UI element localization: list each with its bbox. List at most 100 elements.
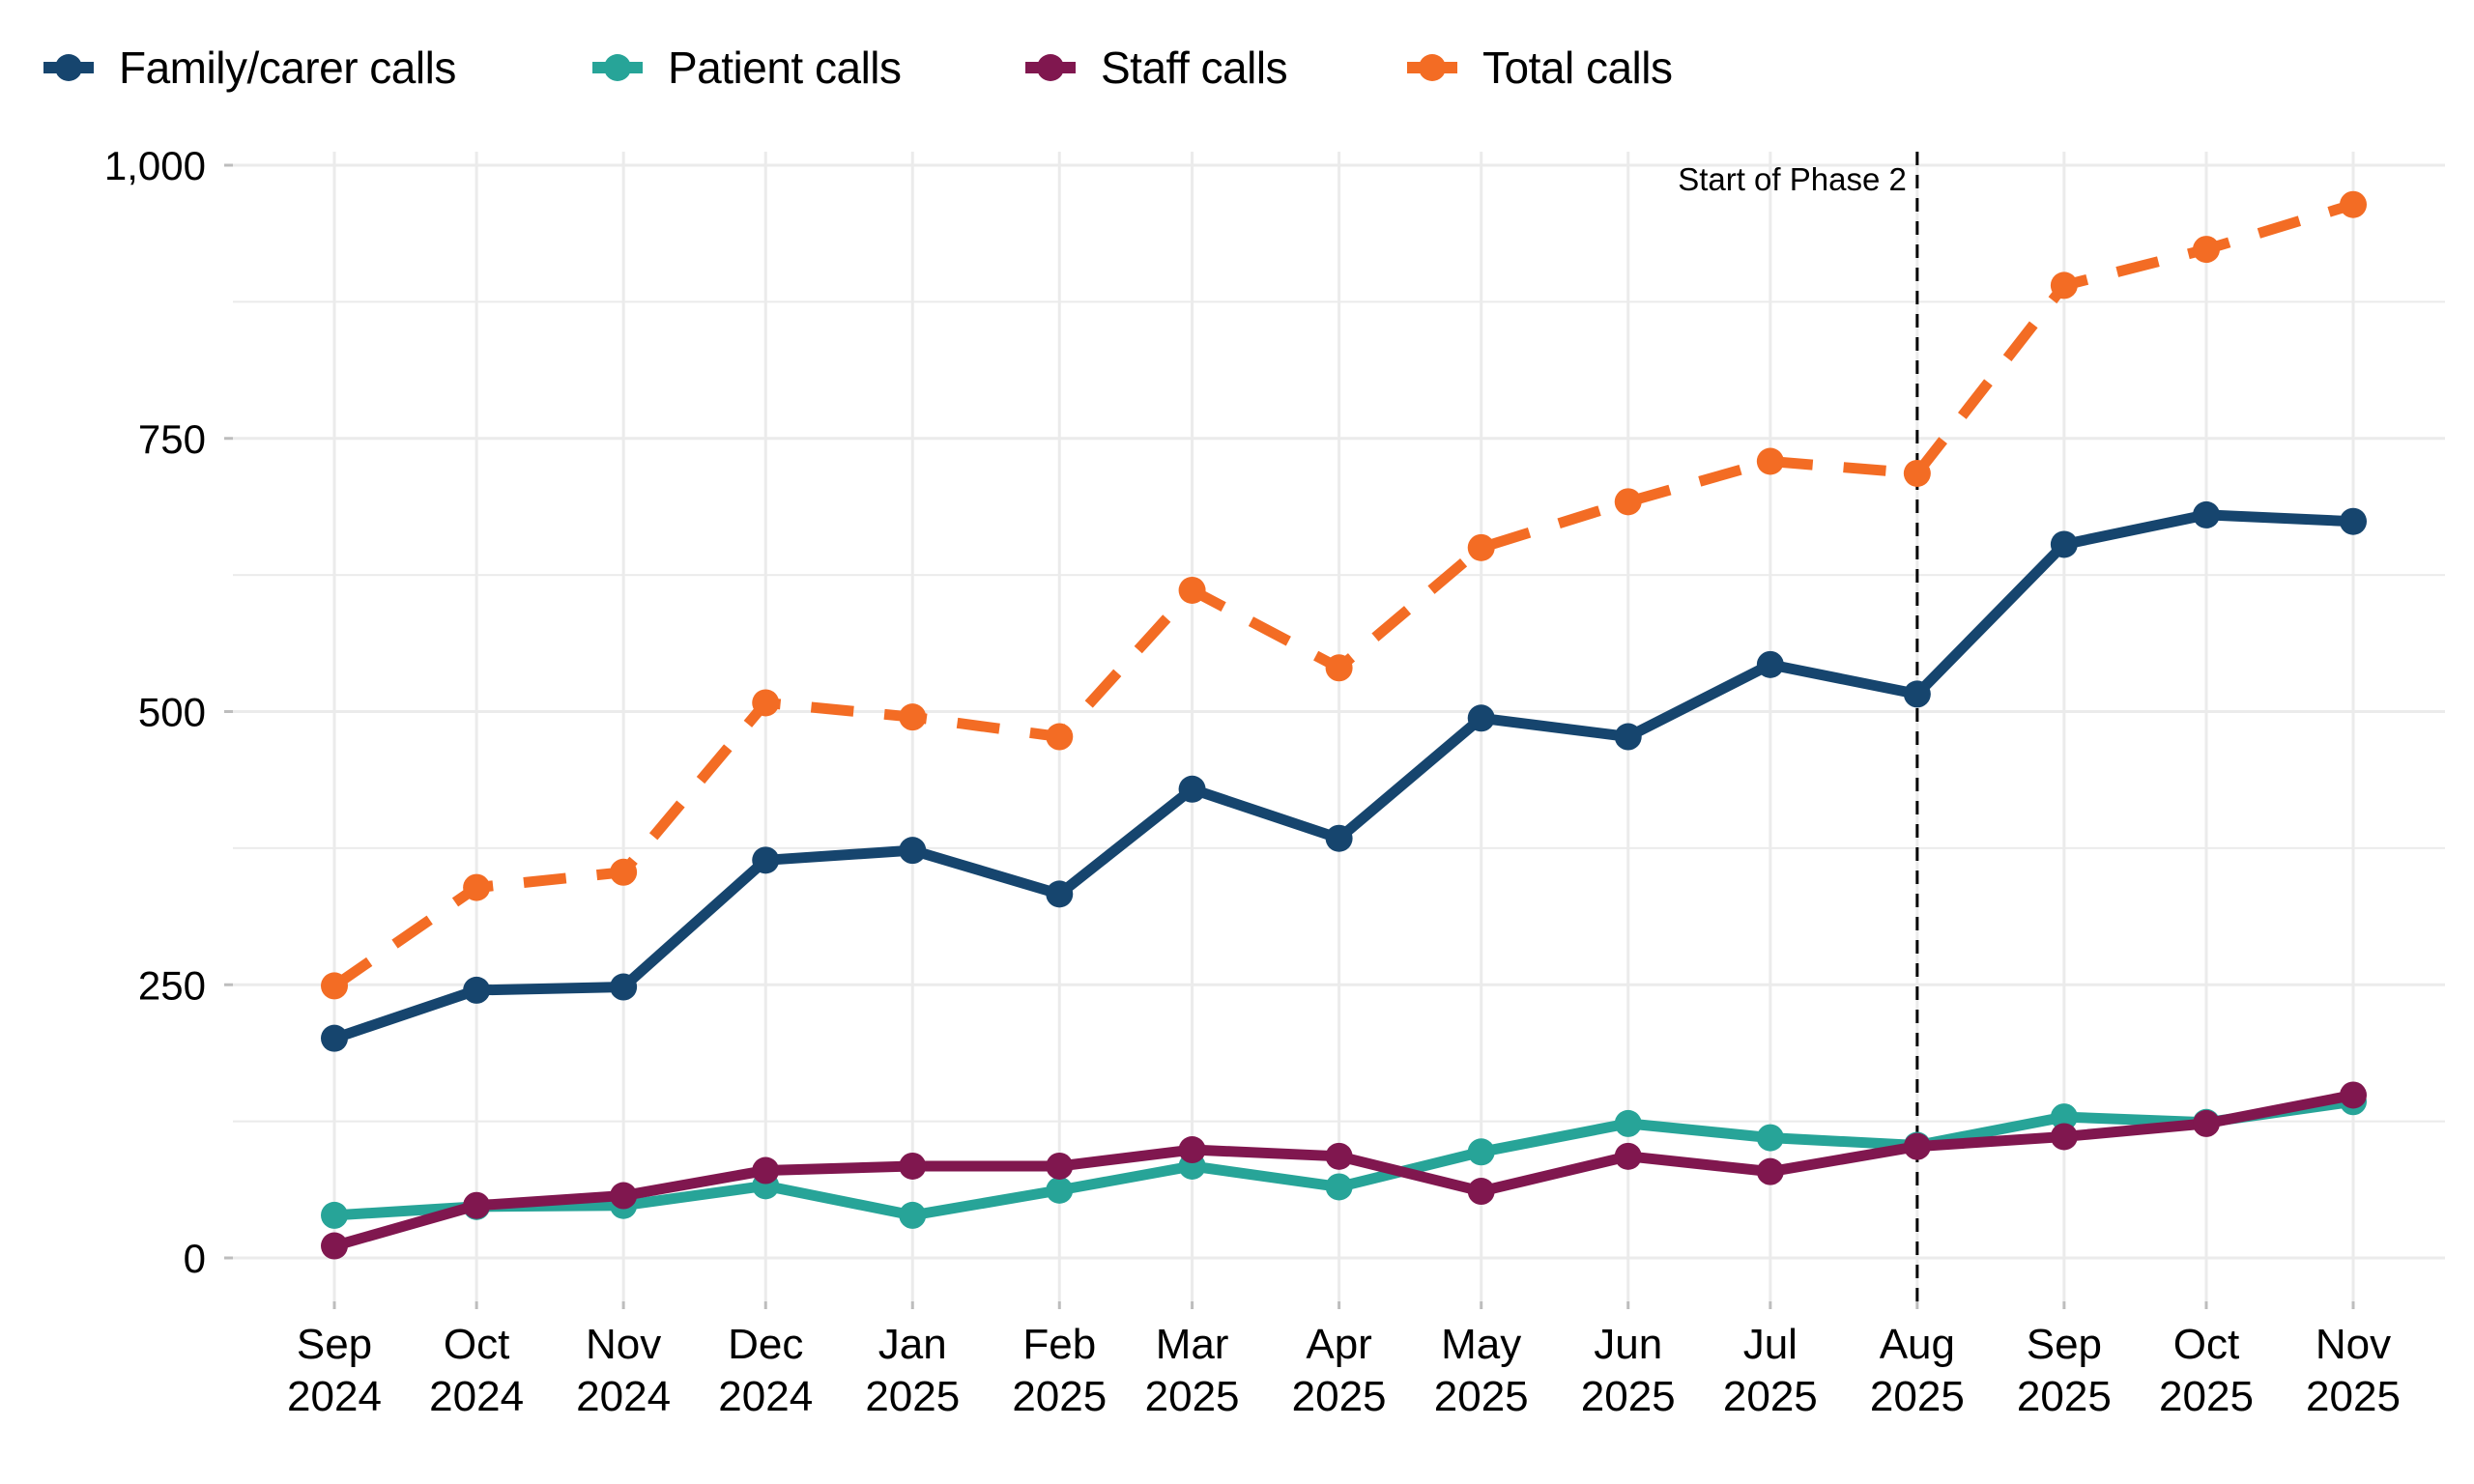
x-tick-label-year: 2024 xyxy=(287,1373,382,1420)
x-tick-label-month: Sep xyxy=(2027,1321,2102,1368)
data-point-patient xyxy=(899,1201,927,1229)
data-point-total xyxy=(899,703,927,731)
x-tick-label-month: Dec xyxy=(728,1321,803,1368)
y-axis: 0 250 500 750 1,000 xyxy=(104,143,233,1281)
x-tick-label-year: 2025 xyxy=(1581,1373,1676,1420)
x-tick-label-month: Feb xyxy=(1022,1321,1096,1368)
data-point-total xyxy=(463,873,491,901)
series-layer xyxy=(321,190,2367,1260)
y-tick-label: 750 xyxy=(138,416,206,462)
series-family xyxy=(321,500,2367,1052)
data-point-patient xyxy=(1467,1138,1495,1166)
legend-label-patient: Patient calls xyxy=(668,43,902,93)
legend-key-patient-icon xyxy=(592,37,643,99)
x-tick-label-month: Jul xyxy=(1743,1321,1798,1368)
x-tick-label-year: 2025 xyxy=(2017,1373,2112,1420)
data-point-total xyxy=(1756,447,1784,475)
x-tick-label-month: Apr xyxy=(1306,1321,1371,1368)
legend-item-total: Total calls xyxy=(1407,37,1673,99)
data-point-family xyxy=(1467,704,1495,732)
x-axis: Sep 2024 Oct 2024 Nov 2024 Dec 2024 Jan 2025 Feb 20… xyxy=(287,1301,2401,1420)
x-tick-label-year: 2024 xyxy=(576,1373,671,1420)
data-point-total xyxy=(610,858,638,886)
data-point-total xyxy=(752,689,780,717)
data-point-family xyxy=(752,846,780,874)
x-tick-label-month: Sep xyxy=(297,1321,372,1368)
x-tick-label-month: Jun xyxy=(1594,1321,1662,1368)
legend-item-staff: Staff calls xyxy=(1025,37,1288,99)
data-point-patient xyxy=(1325,1173,1353,1201)
data-point-family xyxy=(1756,650,1784,678)
data-point-patient xyxy=(2050,1103,2078,1131)
data-point-family xyxy=(610,973,638,1001)
data-point-family xyxy=(1046,880,1074,908)
x-tick-label-year: 2025 xyxy=(1292,1373,1387,1420)
legend-label-family: Family/carer calls xyxy=(119,43,456,93)
data-point-family xyxy=(2340,507,2367,535)
y-tick-label: 0 xyxy=(184,1236,206,1281)
data-point-total xyxy=(1903,459,1931,487)
data-point-total xyxy=(1467,533,1495,561)
series-line-total xyxy=(331,199,2355,990)
data-point-staff xyxy=(2050,1123,2078,1151)
x-tick-label-year: 2025 xyxy=(2306,1373,2401,1420)
legend-key-family-icon xyxy=(43,37,94,99)
data-point-family xyxy=(463,976,491,1004)
data-point-staff xyxy=(752,1156,780,1184)
phase-2-annotation-label: Start of Phase 2 xyxy=(1678,161,1907,197)
series-line-family xyxy=(332,509,2354,1043)
data-point-total xyxy=(1325,654,1353,682)
data-point-staff xyxy=(1903,1132,1931,1160)
data-point-staff xyxy=(463,1191,491,1219)
legend-key-staff-icon xyxy=(1025,37,1076,99)
legend-item-family: Family/carer calls xyxy=(43,37,456,99)
data-point-family xyxy=(2050,530,2078,558)
data-point-staff xyxy=(1046,1152,1074,1180)
x-tick-label-month: Oct xyxy=(444,1321,509,1368)
data-point-total xyxy=(2192,236,2220,264)
y-tick-label: 500 xyxy=(138,690,206,735)
data-point-patient xyxy=(1046,1176,1074,1204)
data-point-staff xyxy=(899,1152,927,1180)
data-point-family xyxy=(899,837,927,865)
legend-label-total: Total calls xyxy=(1482,43,1673,93)
x-tick-label-year: 2025 xyxy=(2159,1373,2254,1420)
y-tick-label: 1,000 xyxy=(104,143,206,188)
grid xyxy=(233,152,2445,1301)
legend-label-staff: Staff calls xyxy=(1101,43,1288,93)
x-tick-label-month: Nov xyxy=(2316,1321,2391,1368)
legend-key-total-icon xyxy=(1407,37,1457,99)
data-point-total xyxy=(2050,271,2078,300)
x-tick-label-year: 2025 xyxy=(865,1373,960,1420)
data-point-family xyxy=(1903,680,1931,708)
y-tick-label: 250 xyxy=(138,962,206,1008)
data-point-staff xyxy=(2340,1081,2367,1109)
data-point-staff xyxy=(610,1182,638,1210)
x-tick-label-year: 2024 xyxy=(718,1373,813,1420)
x-tick-label-month: Oct xyxy=(2173,1321,2239,1368)
data-point-staff xyxy=(2192,1109,2220,1137)
data-point-staff xyxy=(1756,1157,1784,1185)
x-tick-label-year: 2025 xyxy=(1012,1373,1107,1420)
annotations: Start of Phase 2 xyxy=(1678,152,1919,1301)
x-tick-label-month: Aug xyxy=(1880,1321,1955,1368)
data-point-family xyxy=(321,1024,348,1052)
x-tick-label-month: Mar xyxy=(1156,1321,1229,1368)
legend-item-patient: Patient calls xyxy=(592,37,902,99)
x-tick-label-month: Nov xyxy=(586,1321,661,1368)
data-point-family xyxy=(1325,824,1353,852)
data-point-patient xyxy=(1756,1124,1784,1152)
data-point-total xyxy=(1178,576,1206,604)
data-point-staff xyxy=(1178,1136,1206,1164)
data-point-staff xyxy=(1614,1142,1642,1170)
data-point-total xyxy=(321,972,348,1000)
data-point-family xyxy=(1178,775,1206,803)
x-tick-label-year: 2025 xyxy=(1870,1373,1965,1420)
x-tick-label-year: 2025 xyxy=(1434,1373,1529,1420)
data-point-family xyxy=(1614,723,1642,751)
data-point-staff xyxy=(1325,1142,1353,1170)
legend: Family/carer calls Patient calls Staff c… xyxy=(0,37,2474,99)
data-point-total xyxy=(1046,723,1074,751)
data-point-patient xyxy=(1614,1109,1642,1137)
